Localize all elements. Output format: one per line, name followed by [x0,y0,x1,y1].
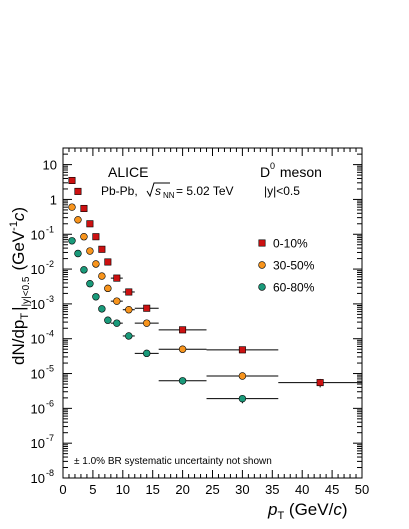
y-tick-label-exponent: -7 [46,433,54,443]
data-point [92,233,100,241]
svg-text:meson: meson [276,164,322,180]
svg-text:NN: NN [163,191,175,200]
data-point [178,377,187,385]
y-tick-label-exponent: -8 [46,468,54,478]
data-point [113,274,121,282]
svg-text:s: s [155,184,161,198]
data-point [113,297,121,305]
particle-label: D 0 meson [260,161,322,180]
legend-label: 30-50% [273,259,315,273]
x-tick-label: 0 [59,482,66,497]
y-tick-label-exponent: -5 [46,364,54,374]
x-tick-labels: 0 5 10 15 20 25 30 35 40 45 50 [59,482,369,497]
legend-marker [258,261,266,269]
data-point [68,176,76,184]
x-tick-label: 50 [355,482,369,497]
y-tick-label: 10 [31,471,45,486]
data-point [92,260,100,268]
data-point [92,293,100,301]
data-series [68,176,362,404]
series-60-80% [68,237,279,404]
data-point [178,345,187,353]
series-0-10% [68,176,362,388]
collision-label: Pb-Pb, [101,184,138,198]
x-tick-label: 35 [265,482,279,497]
data-point [80,266,88,274]
y-tick-label: 10 [31,332,45,347]
data-point [74,216,82,224]
y-tick-label: 10 [43,158,57,173]
data-point [98,272,106,280]
data-point [125,306,133,314]
data-point [80,233,88,241]
x-tick-label: 15 [145,482,159,497]
legend-marker [258,283,266,291]
data-point [68,203,76,211]
y-tick-label-exponent: -6 [46,398,54,408]
data-point [179,326,187,334]
data-point [86,247,94,255]
y-tick-label-exponent: -1 [46,224,54,234]
x-tick-label: 10 [116,482,130,497]
y-tick-label: 1 [50,192,57,207]
y-tick-label-exponent: -4 [46,329,54,339]
data-point [80,204,88,212]
svg-text:dN/dpT||y|<0.5(GeV-1c): dN/dpT||y|<0.5(GeV-1c) [8,207,32,365]
energy-label: s NN = 5.02 TeV [146,182,234,200]
y-tick-label: 10 [31,227,45,242]
data-point [104,316,112,324]
data-point [143,349,151,358]
data-point [316,379,324,387]
y-tick-label-exponent: -2 [46,259,54,269]
data-point [143,319,151,327]
data-point [125,288,133,296]
svg-text:= 5.02 TeV: = 5.02 TeV [176,184,234,198]
x-tick-label: 25 [205,482,219,497]
rapidity-label: |y|<0.5 [264,184,300,198]
svg-text:0: 0 [270,161,275,171]
svg-text:D: D [260,164,270,180]
data-point [86,220,94,228]
data-point [113,319,121,327]
x-axis-label: pT (GeV/c) [267,500,348,522]
legend-label: 0-10% [273,237,308,251]
y-tick-label: 10 [31,436,45,451]
data-point [104,258,112,266]
data-point [74,187,82,195]
data-point [238,372,247,380]
legend-label: 60-80% [273,281,315,295]
x-tick-label: 5 [89,482,96,497]
x-tick-label: 30 [235,482,249,497]
data-point [238,394,247,403]
axis-ticks [62,147,363,479]
data-point [68,237,76,245]
legend: 0-10% 30-50% 60-80% [258,237,315,295]
data-point [143,304,151,312]
sqrt-symbol [146,182,170,198]
data-point [98,305,106,313]
x-tick-label: 45 [325,482,339,497]
y-tick-label: 10 [31,262,45,277]
x-tick-label: 20 [175,482,189,497]
x-tick-label: 40 [295,482,309,497]
data-point [98,245,106,253]
y-tick-label-exponent: -3 [46,294,54,304]
experiment-label: ALICE [108,164,148,180]
data-point [86,280,94,288]
y-tick-label: 10 [31,297,45,312]
br-footnote: ± 1.0% BR systematic uncertainty not sho… [74,456,272,467]
y-tick-label: 10 [31,367,45,382]
data-point [125,332,133,340]
series-30-50% [68,203,279,380]
y-axis-label: dN/dpT||y|<0.5(GeV-1c) [8,207,32,365]
data-point [74,249,82,258]
y-tick-label: 10 [31,401,45,416]
data-point [238,346,246,354]
data-point [104,284,112,293]
legend-marker [258,239,266,247]
